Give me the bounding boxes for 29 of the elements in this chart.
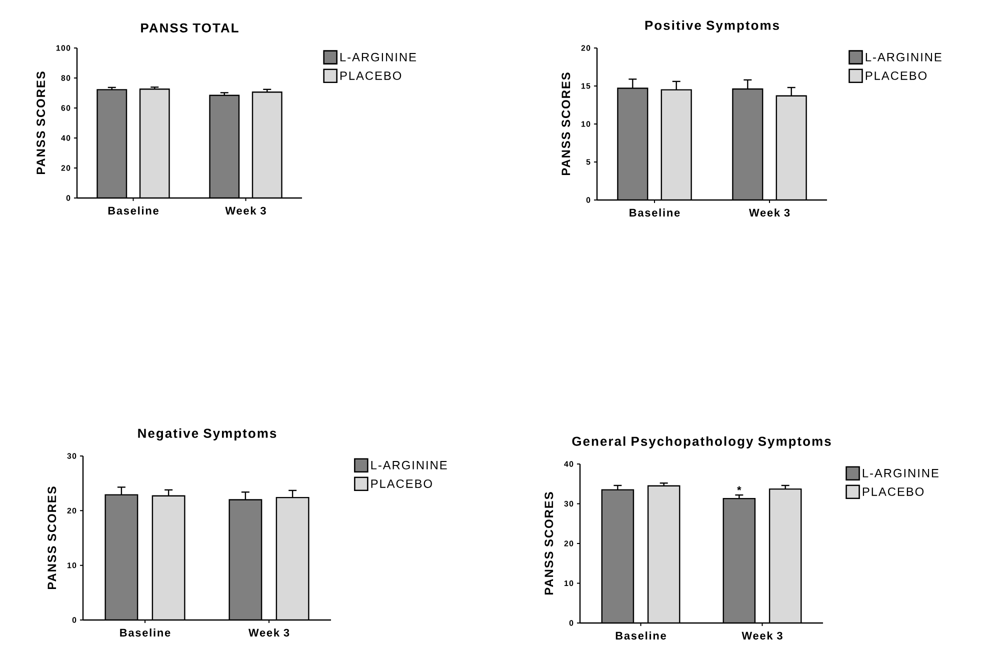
chart-title: General Psychopathology Symptoms	[572, 436, 831, 449]
legend-label: PLACEBO	[866, 71, 927, 80]
legend-label: L-ARGININE	[340, 52, 416, 62]
x-tick-label: Week 3	[748, 208, 790, 217]
legend-label: L-ARGININE	[371, 460, 447, 470]
x-tick-label: Week 3	[248, 628, 290, 637]
x-tick-label: Baseline	[616, 632, 666, 640]
chart-title: Negative Symptoms	[138, 428, 276, 441]
x-tick-label: Week 3	[742, 632, 782, 640]
bar	[732, 88, 764, 200]
bar	[776, 95, 807, 200]
bar	[661, 90, 692, 200]
y-axis-title: PANSS SCORES	[562, 72, 570, 176]
chart-title: PANSS TOTAL	[141, 23, 238, 32]
legend-label: PLACEBO	[862, 487, 924, 496]
y-axis-title: PANSS SCORES	[544, 492, 554, 595]
x-tick-label: Baseline	[108, 206, 158, 215]
bar	[618, 88, 648, 200]
legend-label: L-ARGININE	[862, 468, 938, 478]
legend-label: L-ARGININE	[866, 52, 942, 62]
y-axis-title: PANSS SCORES	[36, 72, 46, 174]
legend-label: PLACEBO	[340, 71, 402, 80]
legend-label: PLACEBO	[371, 479, 432, 488]
x-tick-label: Baseline	[630, 208, 680, 217]
annotation: *	[737, 486, 742, 490]
x-tick-label: Week 3	[225, 206, 266, 215]
y-axis-title: PANSS SCORES	[48, 486, 56, 590]
chart-title: Positive Symptoms	[645, 20, 779, 32]
x-tick-label: Baseline	[120, 628, 170, 637]
